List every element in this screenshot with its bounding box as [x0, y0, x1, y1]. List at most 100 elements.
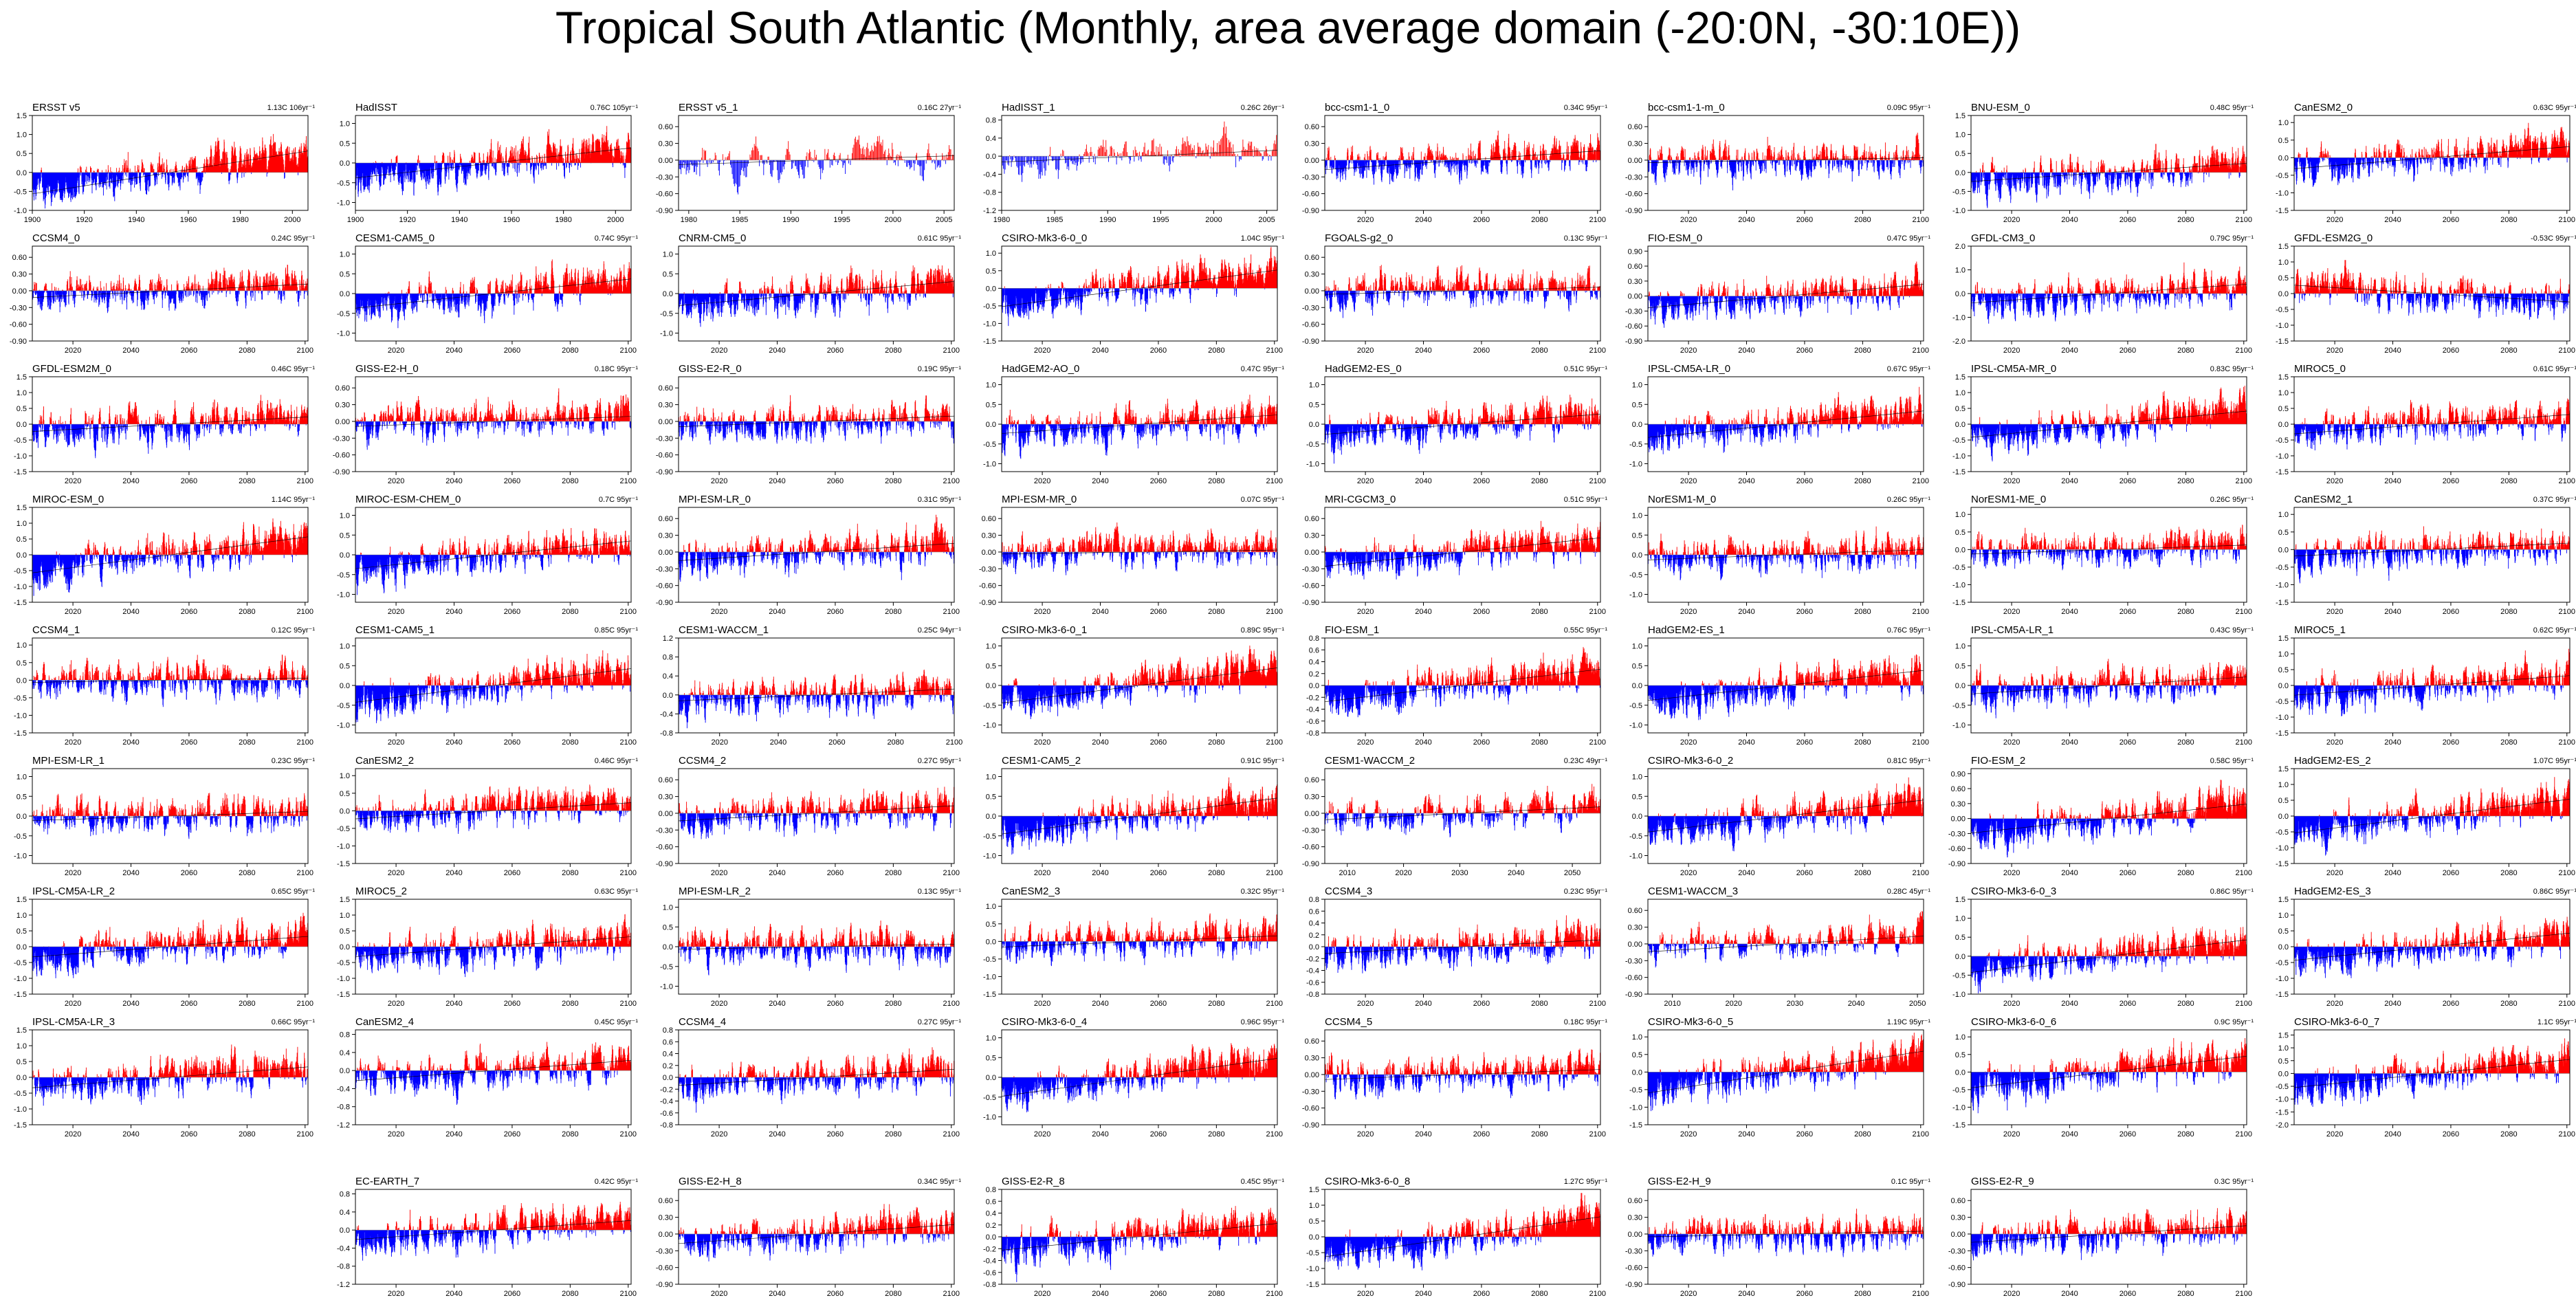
- panel-title: CSIRO-Mk3-6-0_1: [1002, 624, 1088, 636]
- x-tick-label: 2080: [1208, 869, 1224, 877]
- y-tick-label: -0.8: [337, 1263, 350, 1271]
- y-tick-label: -1.0: [660, 330, 673, 338]
- panel-noresm1-m-0: NorESM1-M_0 0.26C 95yr⁻¹ 2020 2040 2060 2080 2…: [1616, 494, 1937, 623]
- y-tick-label: 1.0: [1955, 511, 1966, 519]
- x-tick-label: 2020: [65, 1000, 81, 1008]
- y-tick-label: -1.0: [2276, 189, 2289, 197]
- y-tick-label: 0.5: [1632, 531, 1642, 540]
- panel-title: IPSL-CM5A-LR_2: [32, 886, 115, 897]
- y-tick-label: -0.30: [333, 434, 350, 443]
- x-tick-label: 2060: [1796, 869, 1813, 877]
- y-tick-label: -1.0: [2276, 1096, 2289, 1104]
- x-tick-label: 2080: [885, 346, 901, 355]
- x-tick-label: 2100: [2236, 1000, 2252, 1008]
- y-tick-label: 0.60: [12, 254, 27, 262]
- x-tick-label: 2080: [1531, 477, 1548, 485]
- anomaly-chart: 2020 2040 2060 2080 2100 -1.0 -0.5 0.0 0.5 1.0: [1629, 507, 1929, 616]
- x-tick-label: 1985: [1046, 216, 1063, 224]
- y-tick-label: -0.90: [1948, 860, 1966, 868]
- trend-label: 0.27C 95yr⁻¹: [917, 1018, 961, 1026]
- positive-anomaly-series: [1008, 646, 1278, 685]
- x-tick-label: 2040: [769, 608, 785, 616]
- trend-label: 0.34C 95yr⁻¹: [1563, 104, 1607, 112]
- x-tick-label: 1990: [782, 216, 799, 224]
- plot-frame: [1647, 115, 1924, 211]
- y-tick-label: 0.4: [986, 1210, 996, 1218]
- x-tick-label: 2040: [122, 1000, 139, 1008]
- y-tick-label: -0.5: [2276, 172, 2289, 180]
- x-tick-label: 2080: [1854, 869, 1871, 877]
- y-tick-label: -0.5: [14, 1090, 27, 1098]
- y-tick-label: -1.5: [14, 991, 27, 999]
- x-tick-label: 2100: [1589, 346, 1606, 355]
- y-tick-label: -0.5: [14, 567, 27, 575]
- x-tick-label: 2020: [2326, 1130, 2343, 1138]
- positive-anomaly-series: [357, 1202, 632, 1231]
- trend-label: 0.46C 95yr⁻¹: [271, 365, 315, 373]
- panel-giss-e2-r-8: GISS-E2-R_8 0.45C 95yr⁻¹ 2020 2040 2060 2080 2…: [969, 1176, 1291, 1305]
- y-tick-label: 0.30: [659, 140, 673, 148]
- panel-csiro-mk3-6-0-3: CSIRO-Mk3-6-0_3 0.86C 95yr⁻¹ 2020 2040 2060 2…: [1939, 886, 2260, 1015]
- y-tick-label: 0.0: [1955, 1068, 1966, 1077]
- positive-anomaly-series: [363, 650, 632, 685]
- y-tick-label: 1.0: [663, 904, 673, 912]
- y-tick-label: -1.5: [14, 1121, 27, 1130]
- y-tick-label: 0.0: [16, 551, 27, 560]
- positive-anomaly-series: [678, 786, 955, 813]
- y-tick-label: 0.0: [1632, 682, 1642, 690]
- x-tick-label: 2100: [1266, 1130, 1283, 1138]
- y-tick-label: 1.0: [1632, 643, 1642, 651]
- y-tick-label: 0.0: [2278, 154, 2289, 162]
- panel-title: HadGEM2-ES_1: [1648, 624, 1725, 636]
- trend-label: 0.16C 27yr⁻¹: [917, 104, 961, 112]
- positive-anomaly-series: [1042, 777, 1278, 816]
- x-tick-label: 2060: [827, 608, 844, 616]
- panel-ipsl-cm5a-lr-3: IPSL-CM5A-LR_3 0.66C 95yr⁻¹ 2020 2040 2060 20…: [0, 1016, 322, 1145]
- y-tick-label: -0.30: [1625, 957, 1642, 965]
- y-tick-label: 1.5: [1955, 896, 1966, 904]
- x-tick-label: 2040: [122, 346, 139, 355]
- y-tick-label: 1.0: [16, 641, 27, 650]
- panel-fgoals-g2-0: FGOALS-g2_0 0.13C 95yr⁻¹ 2020 2040 2060 2080 2…: [1292, 232, 1614, 362]
- y-tick-label: -1.0: [14, 975, 27, 983]
- positive-anomaly-series: [1664, 386, 1924, 424]
- x-tick-label: 2020: [1357, 1000, 1374, 1008]
- x-tick-label: 1920: [76, 216, 92, 224]
- x-tick-label: 2040: [2061, 346, 2078, 355]
- negative-anomaly-series: [678, 294, 954, 327]
- x-tick-label: 2100: [2236, 216, 2252, 224]
- panel-title: ERSST v5: [32, 102, 80, 113]
- anomaly-chart: 2020 2040 2060 2080 2100 -0.8 -0.6 -0.4 -0.2 0.0 0…: [983, 1186, 1283, 1298]
- y-tick-label: 0.0: [1955, 546, 1966, 554]
- x-tick-label: 1980: [232, 216, 248, 224]
- y-tick-label: -0.4: [337, 1085, 350, 1093]
- anomaly-chart: 2020 2040 2060 2080 2100 -1.0 -0.5 0.0 0.5 1.0: [337, 245, 637, 355]
- negative-anomaly-series: [1324, 160, 1597, 185]
- x-tick-label: 2080: [562, 1000, 578, 1008]
- figure-title: Tropical South Atlantic (Monthly, area a…: [555, 2, 2021, 53]
- panel-csiro-mk3-6-0-5: CSIRO-Mk3-6-0_5 1.19C 95yr⁻¹ 2020 2040 2060 2…: [1616, 1016, 1937, 1145]
- y-tick-label: 1.5: [1955, 112, 1966, 120]
- y-tick-label: -0.2: [983, 1245, 996, 1253]
- trend-label: 0.76C 95yr⁻¹: [1886, 626, 1930, 635]
- y-tick-label: -0.5: [1306, 441, 1319, 449]
- anomaly-chart: 2020 2040 2060 2080 2100 -0.90 -0.60 -0.30 0.00 0…: [333, 376, 637, 485]
- x-tick-label: 2080: [1854, 477, 1871, 485]
- panel-title: FIO-ESM_2: [1971, 755, 2026, 767]
- x-tick-label: 2100: [620, 608, 637, 616]
- panel-csiro-mk3-6-0-1: CSIRO-Mk3-6-0_1 0.89C 95yr⁻¹ 2020 2040 2060 2…: [969, 624, 1291, 754]
- y-tick-label: 0.00: [1305, 157, 1319, 165]
- x-tick-label: 2080: [562, 608, 578, 616]
- negative-anomaly-series: [1001, 551, 1278, 575]
- y-tick-label: 0.60: [335, 384, 350, 393]
- negative-anomaly-series: [1324, 947, 1594, 974]
- trend-label: 1.27C 95yr⁻¹: [1563, 1178, 1607, 1186]
- x-tick-label: 2100: [297, 477, 313, 485]
- anomaly-chart: 2020 2040 2060 2080 2100 -1.5 -1.0 -0.5 0.0 0.5 1.…: [2276, 896, 2575, 1008]
- x-tick-label: 2100: [2559, 1000, 2575, 1008]
- y-tick-label: 0.8: [663, 654, 673, 662]
- y-tick-label: 1.0: [1955, 915, 1966, 923]
- panel-title: GISS-E2-R_8: [1002, 1176, 1065, 1187]
- y-tick-label: -1.5: [14, 729, 27, 738]
- x-tick-label: 2020: [2326, 346, 2343, 355]
